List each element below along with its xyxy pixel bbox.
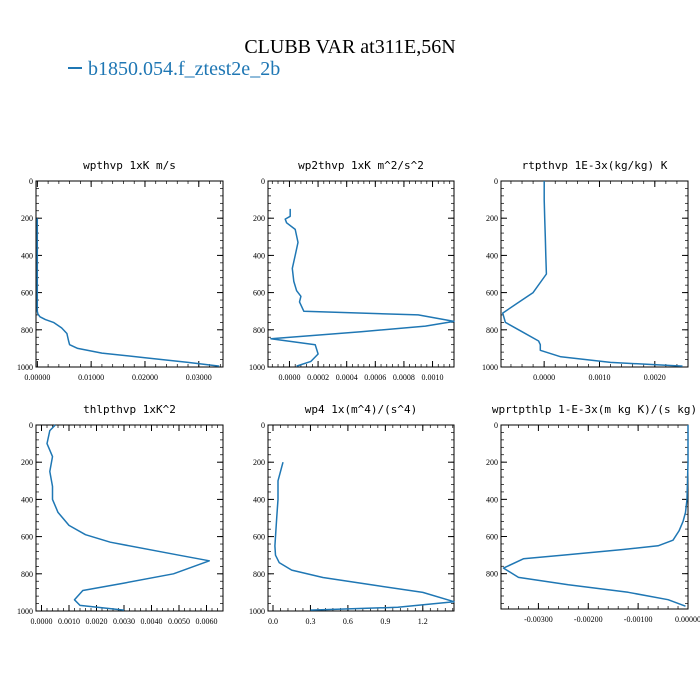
- y-tick-label: 600: [486, 289, 498, 298]
- series-line: [274, 462, 455, 611]
- x-tick-label: 0.0010: [422, 373, 444, 382]
- y-tick-label: 600: [21, 533, 33, 542]
- series-line: [36, 218, 220, 367]
- y-tick-label: 800: [21, 570, 33, 579]
- y-tick-label: 1000: [249, 607, 265, 616]
- plot-frame: [500, 424, 689, 610]
- x-tick-label: 0.02000: [132, 373, 158, 382]
- legend-label: b1850.054.f_ztest2e_2b: [88, 58, 281, 80]
- y-tick-label: 600: [486, 533, 498, 542]
- y-tick-label: 400: [253, 495, 265, 504]
- plot-frame: [35, 180, 224, 368]
- legend: b1850.054.f_ztest2e_2b: [68, 58, 280, 81]
- x-tick-label: 0.0004: [336, 373, 358, 382]
- x-tick-label: 0.0: [268, 617, 278, 626]
- y-tick-label: 200: [486, 458, 498, 467]
- y-tick-label: 800: [486, 326, 498, 335]
- x-tick-label: 0.00000: [675, 615, 700, 624]
- plot-frame: [35, 424, 224, 612]
- x-tick-label: -0.00200: [574, 615, 603, 624]
- y-tick-label: 1000: [17, 607, 33, 616]
- figure-title: CLUBB VAR at311E,56N: [244, 36, 456, 58]
- panel-title: wp4 1x(m^4)/(s^4): [305, 403, 418, 416]
- x-tick-label: 0.01000: [78, 373, 104, 382]
- y-tick-label: 0: [29, 177, 33, 186]
- y-tick-label: 800: [253, 570, 265, 579]
- plot-frame: [267, 180, 455, 368]
- x-tick-label: 0.0010: [58, 617, 80, 626]
- x-tick-label: 0.03000: [186, 373, 212, 382]
- x-tick-label: 0.0030: [113, 617, 135, 626]
- series-line: [501, 181, 683, 367]
- x-tick-label: 0.0060: [196, 617, 218, 626]
- y-tick-label: 200: [21, 214, 33, 223]
- plot-frame: [267, 424, 455, 612]
- x-tick-label: 1.2: [418, 617, 428, 626]
- y-tick-label: 600: [253, 289, 265, 298]
- y-tick-label: 1000: [249, 363, 265, 372]
- panel-title: rtpthvp 1E-3x(kg/kg) K: [522, 159, 668, 172]
- panel-title: thlpthvp 1xK^2: [83, 403, 176, 416]
- y-tick-label: 200: [21, 458, 33, 467]
- legend-line-swatch: [68, 67, 82, 70]
- x-tick-label: 0.0020: [86, 617, 108, 626]
- x-tick-label: 0.0050: [168, 617, 190, 626]
- panel-title: wpthvp 1xK m/s: [83, 159, 176, 172]
- y-tick-label: 200: [253, 458, 265, 467]
- y-tick-label: 800: [253, 326, 265, 335]
- x-tick-label: 0.0010: [588, 373, 610, 382]
- panel-title: wprtpthlp 1-E-3x(m kg K)/(s kg): [492, 403, 697, 416]
- series-line: [502, 425, 689, 607]
- x-tick-label: -0.00300: [524, 615, 553, 624]
- x-tick-label: 0.0020: [644, 373, 666, 382]
- y-tick-label: 400: [21, 251, 33, 260]
- y-tick-label: 0: [261, 421, 265, 430]
- y-tick-label: 800: [21, 326, 33, 335]
- y-tick-label: 800: [486, 570, 498, 579]
- x-tick-label: 0.6: [343, 617, 353, 626]
- chart-panel-1: wpthvp 1xK m/s 0.00000 0.01000 0.02000 0.030…: [17, 159, 224, 382]
- x-tick-label: 0.9: [380, 617, 390, 626]
- series-line: [46, 424, 211, 611]
- y-tick-label: 0: [494, 421, 498, 430]
- y-tick-label: 400: [486, 251, 498, 260]
- y-tick-label: 600: [21, 289, 33, 298]
- series-line: [270, 208, 455, 367]
- x-tick-label: -0.00100: [624, 615, 653, 624]
- chart-panel-2: wp2thvp 1xK m^2/s^2 0.0000 0.0002 0.0004 0.0…: [249, 159, 455, 382]
- y-tick-label: 0: [29, 421, 33, 430]
- y-tick-label: 400: [486, 495, 498, 504]
- x-tick-label: 0.0000: [533, 373, 555, 382]
- y-tick-label: 0: [261, 177, 265, 186]
- x-tick-label: 0.3: [305, 617, 315, 626]
- y-tick-label: 400: [21, 495, 33, 504]
- y-tick-label: 600: [253, 533, 265, 542]
- chart-panel-4: thlpthvp 1xK^2 0.0000 0.0010 0.0020 0.0030 0.…: [17, 403, 224, 626]
- chart-panel-5: wp4 1x(m^4)/(s^4) 0.0 0.3 0.6 0.9 1.2 0 200 400 6…: [249, 403, 455, 626]
- x-tick-label: 0.00000: [24, 373, 50, 382]
- y-tick-label: 400: [253, 251, 265, 260]
- chart-panel-3: rtpthvp 1E-3x(kg/kg) K 0.0000 0.0010 0.0020…: [482, 159, 689, 382]
- y-tick-label: 0: [494, 177, 498, 186]
- y-tick-label: 200: [253, 214, 265, 223]
- y-tick-label: 1000: [17, 363, 33, 372]
- x-tick-label: 0.0008: [393, 373, 415, 382]
- y-tick-label: 1000: [482, 363, 498, 372]
- x-tick-label: 0.0040: [141, 617, 163, 626]
- chart-panel-6: wprtpthlp 1-E-3x(m kg K)/(s kg) -0.00300 -…: [486, 403, 700, 624]
- y-tick-label: 200: [486, 214, 498, 223]
- panel-title: wp2thvp 1xK m^2/s^2: [298, 159, 424, 172]
- x-tick-label: 0.0002: [307, 373, 329, 382]
- x-tick-label: 0.0006: [364, 373, 386, 382]
- plot-frame: [500, 180, 689, 368]
- x-tick-label: 0.0000: [278, 373, 300, 382]
- x-tick-label: 0.0000: [31, 617, 53, 626]
